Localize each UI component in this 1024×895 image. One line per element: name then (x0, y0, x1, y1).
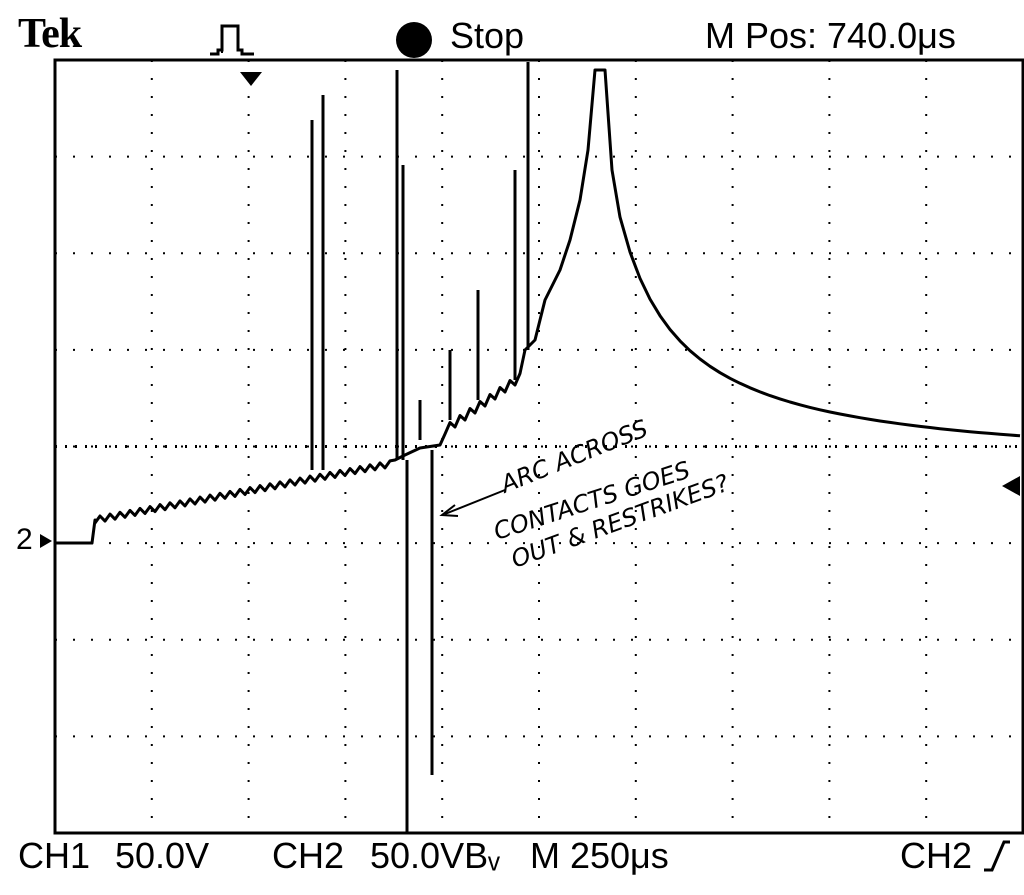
timebase-readout: M 250μs (530, 835, 669, 876)
ch2-ground-arrow (40, 534, 52, 548)
trigger-level-marker (1002, 476, 1020, 496)
run-state-label: Stop (450, 15, 525, 56)
brand-logo: Tek (18, 11, 82, 57)
waveform-spikes (310, 62, 530, 833)
rising-edge-icon (984, 840, 1010, 872)
trigger-source: CH2 (900, 835, 973, 876)
ch2-label: CH2 (272, 835, 345, 876)
ch2-waveform-trace (55, 68, 1021, 545)
ch2-scale: 50.0VBᵥ (370, 835, 500, 876)
horizontal-position-readout: M Pos: 740.0μs (705, 15, 956, 56)
handwritten-annotation: ARC ACROSS CONTACTS GOES OUT & RESTRIKES… (439, 414, 733, 574)
trigger-position-marker (240, 72, 262, 86)
ch2-ground-marker: 2 (16, 523, 33, 556)
ch1-label: CH1 (18, 835, 91, 876)
pulse-trigger-icon (210, 24, 254, 56)
annotation-arrow (444, 489, 506, 515)
graticule-grid (55, 60, 1023, 833)
run-stop-indicator-icon (396, 22, 432, 58)
ch1-scale: 50.0V (115, 835, 210, 876)
